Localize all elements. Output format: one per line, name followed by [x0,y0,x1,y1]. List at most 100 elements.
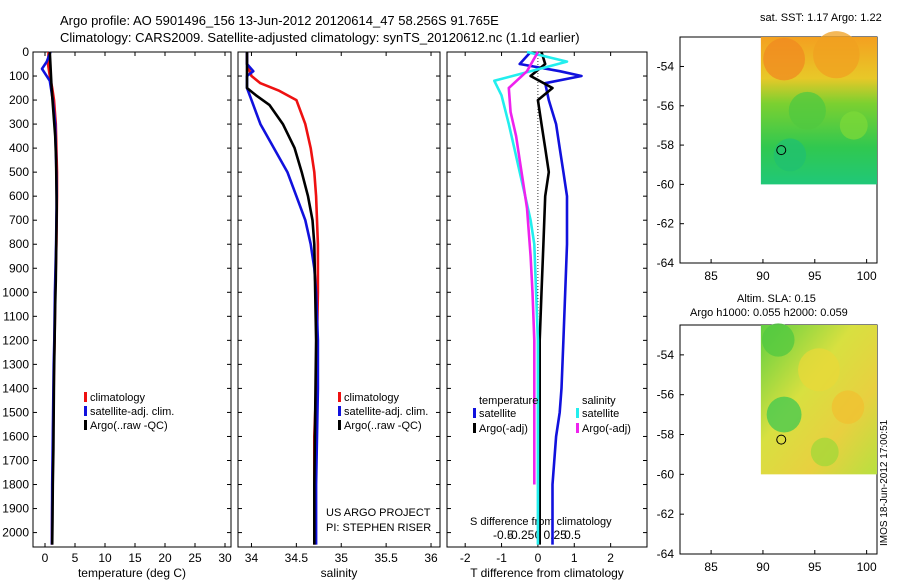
legend-swatch [576,423,579,433]
x-tick-label: -1 [496,551,507,565]
y-tick-label: 1400 [2,381,29,395]
y-tick-label: 1300 [2,357,29,371]
sst-map-patch [773,138,807,172]
sst-map-patch [788,91,826,130]
x-tick-label: 0 [535,551,542,565]
y-tick-label: 900 [9,261,29,275]
x-tick-label: 35.5 [374,551,398,565]
y-tick-label: 400 [9,141,29,155]
map-x-tick-label: 85 [704,269,718,283]
y-tick-label: 1900 [2,502,29,516]
legend-label: Argo(-adj) [582,423,631,435]
sst-map-patch [839,111,868,140]
y-tick-label: 2000 [2,526,29,540]
map-y-tick-label: -64 [657,547,675,561]
legend-label: satellite [582,408,619,420]
x-tick-label: 0 [42,551,49,565]
y-tick-label: 1700 [2,453,29,467]
legend-swatch [473,408,476,418]
map-title: Altim. SLA: 0.15 [737,293,816,305]
y-tick-label: 1500 [2,405,29,419]
map-y-tick-label: -62 [657,507,675,521]
s-tick-label: -0.5 [493,528,514,542]
map-y-tick-label: -62 [657,217,675,231]
difference-series-salinity-argo-adj- [507,51,540,485]
map-y-tick-label: -58 [657,428,675,442]
x-tick-label: 10 [98,551,112,565]
x-tick-label: 5 [72,551,79,565]
map-y-tick-label: -60 [657,467,675,481]
legend-label: Argo(-adj) [479,423,528,435]
sla-map-panel: -64 -62 -60 -58 -56 -54 85 90 95 100 Altim. SLA: 0… [657,293,878,574]
x-axis-label: T difference from climatology [470,566,624,580]
sla-map-patch [810,437,839,467]
map-x-tick-label: 90 [756,269,770,283]
map-y-tick-label: -60 [657,177,675,191]
temperature-frame [32,51,232,548]
x-axis-label: temperature (deg C) [78,566,186,580]
map-x-tick-label: 95 [808,269,822,283]
y-tick-label: 1800 [2,478,29,492]
profile-location-marker [776,145,787,156]
y-tick-label: 800 [9,237,29,251]
temperature-series-argo-raw-qc- [48,51,59,545]
salinity-frame [237,51,441,548]
legend-title: temperature [479,395,538,407]
map-y-tick-label: -54 [657,348,675,362]
map-title: sat. SST: 1.17 Argo: 1.22 [760,12,882,24]
salinity-panel: 34 34.5 35 35.5 36 salinity climatology satelli… [237,51,441,580]
legend-swatch [338,392,341,402]
sla-map-patch [766,396,802,433]
legend-label: satellite-adj. clim. [344,406,428,418]
map-x-tick-label: 90 [756,560,770,574]
legend-swatch [473,423,476,433]
legend-label: Argo(..raw -QC) [90,420,168,432]
x-tick-label: 35 [335,551,349,565]
s-axis-label: S difference from climatology [470,516,612,528]
y-tick-label: 700 [9,213,29,227]
legend-swatch [84,420,87,430]
y-tick-label: 200 [9,93,29,107]
x-tick-label: 34 [245,551,259,565]
sst-map-patch [763,37,806,81]
map-x-tick-label: 100 [857,269,877,283]
x-tick-label: 1 [571,551,578,565]
difference-series-temperature-satellite [518,51,583,545]
map-y-tick-label: -54 [657,59,675,73]
legend-swatch [338,406,341,416]
project-credit: US ARGO PROJECT [326,507,431,519]
sla-map-patch [798,348,840,392]
map-y-tick-label: -58 [657,138,675,152]
y-tick-label: 0 [22,45,29,59]
sst-map-panel: -64 -62 -60 -58 -56 -54 85 90 95 100 sat. SST: 1.1… [657,12,882,283]
y-tick-label: 1200 [2,333,29,347]
s-tick-label: 0.25 [544,528,568,542]
y-tick-label: 1000 [2,285,29,299]
x-axis-label: salinity [321,566,358,580]
x-tick-label: 30 [218,551,232,565]
map-y-tick-label: -64 [657,256,675,270]
x-tick-label: 2 [607,551,614,565]
x-tick-label: -2 [460,551,471,565]
legend-label: climatology [344,392,400,404]
temperature-panel: 0100200300400500600700800900100011001200… [2,45,232,580]
imos-stamp: IMOS 18-Jun-2012 17:00:51 [879,419,890,546]
y-tick-label: 600 [9,189,29,203]
s-tick-label: -0.25 [507,528,535,542]
profile-location-marker [776,434,787,445]
legend-swatch [576,408,579,418]
map-x-tick-label: 95 [808,560,822,574]
difference-panel: -2 -1 0 1 2T difference from climatology -0.5… [446,50,648,580]
sst-map-patch [813,31,860,79]
salinity-series-argo-raw-qc- [245,52,318,545]
difference-frame [446,51,648,548]
sla-map-patch [831,390,865,424]
x-tick-label: 34.5 [285,551,309,565]
x-tick-label: 20 [158,551,172,565]
legend-swatch [84,406,87,416]
header-line-2: Climatology: CARS2009. Satellite-adjuste… [60,30,580,45]
s-tick-label: 0.5 [564,528,581,542]
legend-swatch [338,420,341,430]
pi-credit: PI: STEPHEN RISER [326,522,431,534]
